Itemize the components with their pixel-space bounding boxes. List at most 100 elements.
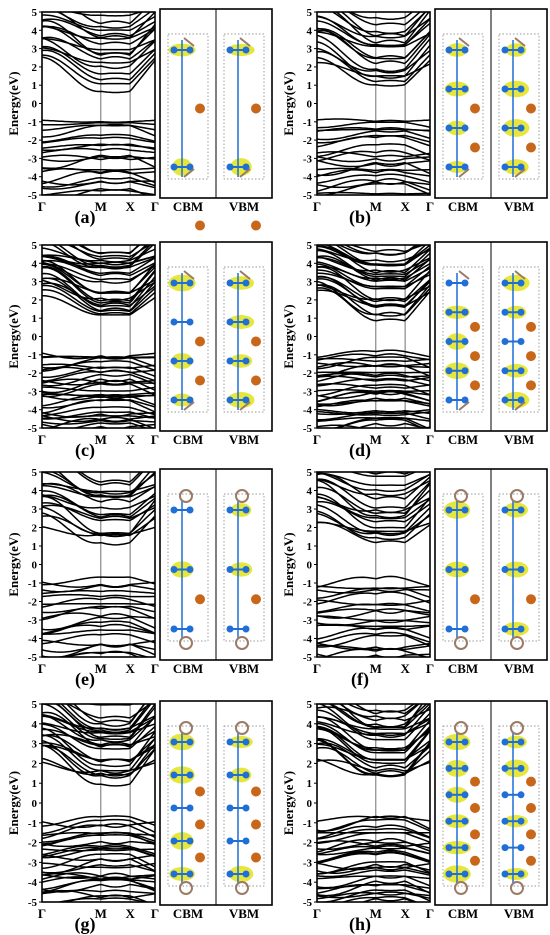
band-line	[317, 349, 430, 359]
y-tick-label: 3	[32, 44, 38, 56]
nitrogen-atom	[242, 506, 250, 514]
cell-boundary	[498, 493, 540, 642]
y-tick-label: 4	[32, 25, 38, 37]
band-line	[42, 147, 155, 154]
y-tick-label: -3	[303, 615, 313, 627]
band-line	[317, 591, 430, 605]
vbm-molecule	[223, 266, 265, 413]
band-line	[317, 500, 430, 523]
band-line	[42, 423, 155, 428]
end-group	[458, 270, 470, 280]
y-tick-label: -2	[28, 597, 38, 609]
nitrogen-atom	[517, 85, 525, 93]
band-line	[317, 478, 430, 497]
band-line	[70, 245, 148, 261]
x-tick-label: X	[400, 661, 410, 676]
nitrogen-atom	[501, 85, 509, 93]
band-line	[317, 412, 430, 421]
band-line	[334, 245, 427, 266]
plot-frame	[41, 471, 156, 658]
band-line	[42, 704, 155, 740]
band-line	[317, 255, 430, 281]
y-tick-label: 1	[307, 541, 313, 553]
nitrogen-atom	[226, 506, 234, 514]
band-line	[317, 389, 430, 392]
band-lines	[317, 704, 430, 902]
nitrogen-atom	[461, 844, 469, 852]
metal-atom	[526, 829, 536, 840]
nitrogen-atom	[445, 566, 453, 573]
band-line	[79, 472, 142, 483]
metal-atom	[470, 776, 480, 787]
band-line	[42, 277, 155, 312]
y-tick-label: 4	[32, 486, 38, 498]
nitrogen-atom	[517, 844, 525, 852]
end-group	[514, 270, 526, 280]
nitrogen-atom	[501, 46, 509, 54]
nitrogen-atom	[517, 506, 525, 514]
band-line	[317, 265, 430, 282]
band-line	[42, 14, 155, 32]
y-tick-label: -5	[28, 190, 38, 202]
cell-boundary	[442, 725, 484, 887]
nitrogen-atom	[445, 279, 453, 287]
nitrogen-atom	[226, 804, 234, 812]
band-line	[42, 136, 155, 144]
band-line	[365, 472, 413, 475]
band-line	[317, 716, 430, 731]
band-line	[56, 704, 152, 734]
nitrogen-atom	[461, 817, 469, 825]
y-tick-label: 5	[32, 7, 38, 19]
band-line	[42, 121, 155, 126]
nitrogen-atom	[517, 163, 525, 171]
band-line	[42, 844, 155, 856]
phenyl-ring	[510, 721, 524, 735]
band-line	[42, 378, 155, 384]
band-line	[57, 472, 151, 499]
band-line	[317, 588, 430, 594]
band-line	[72, 422, 149, 428]
band-line	[317, 266, 430, 301]
band-lines	[42, 12, 155, 195]
band-line	[42, 495, 155, 535]
band-line	[42, 739, 155, 779]
phenyl-ring	[510, 636, 524, 650]
nitrogen-atom	[170, 396, 178, 404]
nitrogen-atom	[461, 791, 469, 799]
x-tick-label: Γ	[151, 906, 159, 921]
nitrogen-atom	[517, 279, 525, 287]
band-line	[317, 34, 430, 73]
metal-atom	[470, 855, 480, 866]
band-lines	[317, 472, 430, 657]
band-line	[317, 624, 430, 628]
x-tick-label: X	[400, 199, 410, 214]
band-line	[317, 828, 430, 840]
metal-atom	[251, 786, 261, 797]
cbm-label: CBM	[173, 199, 203, 214]
band-line	[42, 176, 155, 188]
nitrogen-atom	[186, 566, 194, 573]
y-tick-label: 4	[307, 719, 313, 731]
band-line	[317, 31, 430, 48]
band-line	[317, 644, 430, 651]
nitrogen-atom	[445, 85, 453, 93]
y-tick-label: 3	[307, 44, 313, 56]
nitrogen-atom	[170, 837, 178, 845]
y-tick-label: -3	[303, 153, 313, 165]
band-line	[42, 633, 155, 645]
x-tick-label: Γ	[313, 906, 321, 921]
band-line	[42, 289, 155, 315]
nitrogen-atom	[170, 738, 178, 746]
metal-atom	[526, 776, 536, 787]
band-line	[42, 629, 155, 635]
vbm-molecule	[223, 489, 265, 650]
x-tick-label: M	[95, 661, 107, 676]
band-line	[317, 493, 430, 529]
band-line	[80, 245, 140, 255]
band-line	[42, 889, 155, 899]
band-line	[317, 704, 430, 738]
metal-atom	[526, 351, 536, 362]
band-line	[42, 596, 155, 608]
band-line	[331, 12, 427, 35]
